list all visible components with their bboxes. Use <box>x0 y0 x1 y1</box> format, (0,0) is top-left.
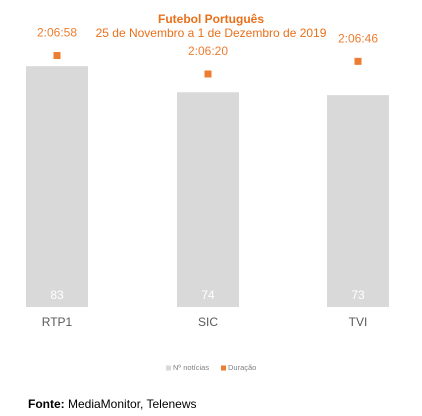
duration-label: 2:06:46 <box>338 31 378 45</box>
chart-subtitle: 25 de Novembro a 1 de Dezembro de 2019 <box>95 26 327 40</box>
bar-value-label: 73 <box>351 288 365 302</box>
chart-title: Futebol Português <box>158 12 264 26</box>
legend-swatch-noticias <box>166 365 171 371</box>
duration-label: 2:06:20 <box>188 44 228 58</box>
bar-value-label: 74 <box>201 288 215 302</box>
source-note: Fonte: MediaMonitor, Telenews <box>28 397 197 411</box>
legend-label-duracao: Duração <box>228 363 256 372</box>
x-tick-label: SIC <box>198 315 218 329</box>
legend-swatch-duracao <box>221 365 226 371</box>
plot-area: 83 2:06:58 RTP1 74 2:06:20 SIC 73 2:06:46 TVI Nº … <box>26 26 389 372</box>
x-tick-label: TVI <box>349 315 368 329</box>
duration-marker-tvi <box>354 57 362 65</box>
duration-label: 2:06:58 <box>37 26 77 40</box>
bar-sic <box>177 92 239 307</box>
duration-marker-sic <box>204 70 212 78</box>
bar-tvi <box>327 95 389 308</box>
x-tick-label: RTP1 <box>42 315 73 329</box>
source-label: Fonte: <box>28 397 65 411</box>
duration-marker-rtp1 <box>53 52 61 60</box>
source-text: MediaMonitor, Telenews <box>68 397 197 411</box>
bar-value-label: 83 <box>50 288 64 302</box>
legend-label-noticias: Nº notícias <box>173 363 209 372</box>
bar-rtp1 <box>26 66 88 307</box>
